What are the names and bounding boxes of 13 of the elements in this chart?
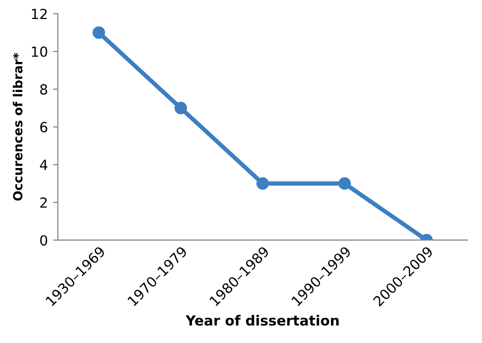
y-tick-label: 2 [40, 197, 47, 208]
point [338, 177, 351, 190]
point [92, 26, 106, 39]
point [174, 102, 187, 114]
y-tick-label: 8 [40, 84, 48, 95]
y-tick-label: 12 [32, 8, 47, 19]
y-tick-label: 10 [32, 46, 48, 57]
y-tick-label: 4 [40, 160, 48, 170]
point [256, 177, 269, 190]
y-tick-label: 0 [40, 235, 48, 246]
y-tick-label: 6 [40, 122, 48, 132]
y-axis-title: Occurences of librar* [12, 52, 22, 201]
x-axis-title: Year of dissertation [186, 314, 339, 326]
